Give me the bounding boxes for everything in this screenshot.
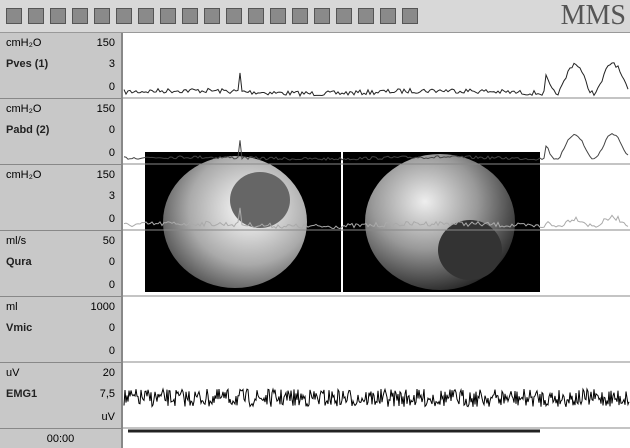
- app-window: MMS 00:00 cmH₂O150Pves (1)30cmH₂O150Pabd…: [0, 0, 630, 448]
- emg-trace: [124, 389, 629, 407]
- trace-area: [0, 0, 630, 448]
- signal-trace: [124, 63, 628, 96]
- endoscopy-detail: [230, 172, 290, 228]
- endoscopy-detail: [438, 220, 502, 280]
- endoscopy-view: [163, 156, 307, 288]
